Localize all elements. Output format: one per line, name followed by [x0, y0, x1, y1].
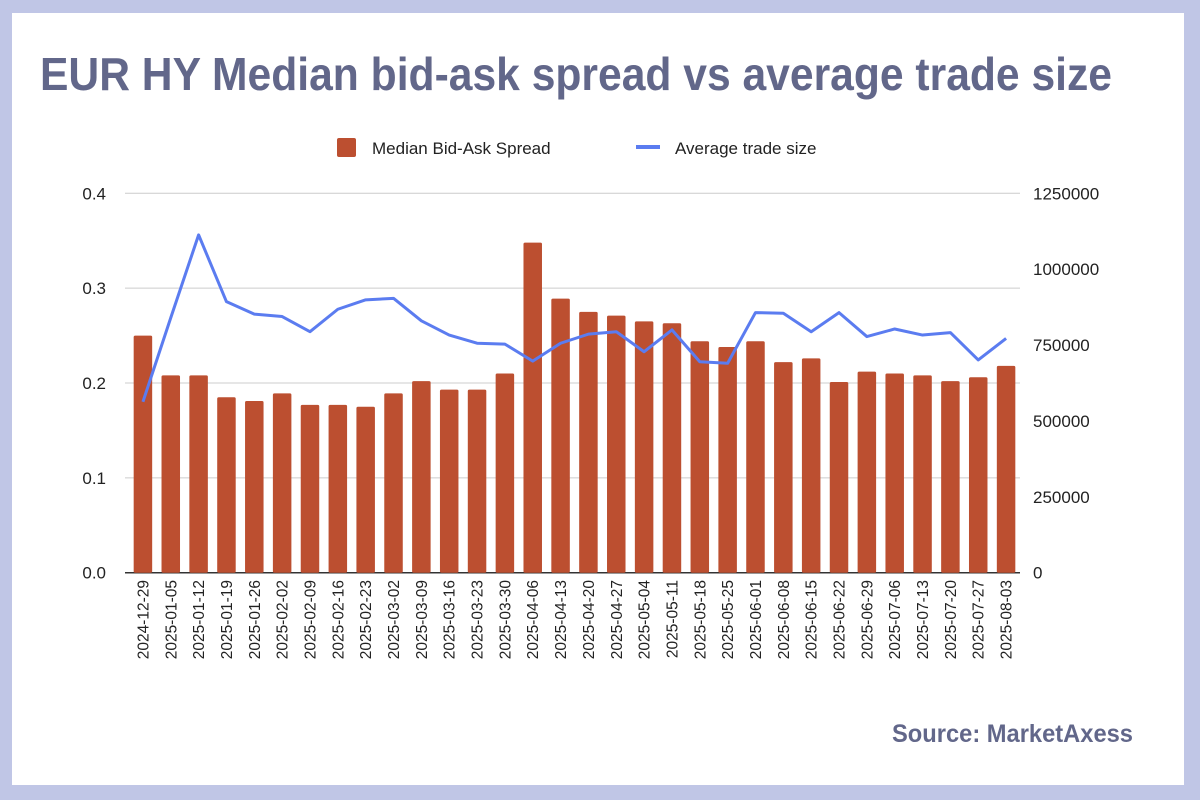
bar-2025-03-23 — [467, 389, 487, 573]
bar-2025-06-01 — [746, 341, 765, 573]
bar-2025-06-29 — [857, 371, 877, 573]
bar-2025-07-13 — [913, 375, 932, 573]
x-tick-label: 2025-06-15 — [804, 580, 821, 659]
bar-2025-08-03 — [996, 365, 1016, 573]
x-tick-label: 2025-06-29 — [859, 580, 876, 659]
bar-2025-01-12 — [189, 375, 208, 573]
legend: Median Bid-Ask Spread Average trade size — [337, 138, 816, 158]
x-tick-label: 2025-03-23 — [470, 580, 487, 659]
right-axis-tick-label: 0 — [1033, 564, 1042, 583]
x-tick-label: 2025-04-27 — [609, 580, 626, 659]
x-tick-label: 2025-03-16 — [442, 580, 459, 659]
bar-2025-03-30 — [495, 373, 515, 573]
bar-2025-06-15 — [801, 358, 821, 573]
legend-label-trade-size: Average trade size — [675, 139, 816, 158]
x-tick-label: 2025-06-08 — [776, 580, 793, 659]
source-note: Source: MarketAxess — [892, 720, 1133, 748]
bar-2025-01-26 — [245, 401, 264, 573]
bar-2025-02-02 — [272, 393, 292, 573]
x-tick-label: 2025-06-01 — [748, 580, 765, 659]
x-tick-label: 2025-05-18 — [692, 580, 709, 659]
bar-2025-02-16 — [328, 404, 348, 573]
left-axis-tick-label: 0.3 — [82, 279, 106, 298]
bar-2025-06-08 — [774, 362, 793, 573]
x-tick-label: 2025-02-09 — [302, 580, 319, 659]
left-axis-tick-label: 0.0 — [82, 564, 106, 583]
bar-2025-07-20 — [941, 381, 960, 573]
x-tick-label: 2025-03-30 — [497, 580, 514, 660]
x-tick-label: 2025-02-02 — [275, 580, 292, 659]
x-tick-label: 2025-07-13 — [915, 580, 932, 659]
x-tick-label: 2025-07-06 — [887, 580, 904, 659]
x-tick-label: 2025-01-19 — [219, 580, 236, 659]
x-tick-label: 2025-03-09 — [414, 580, 431, 659]
x-tick-label: 2025-06-22 — [832, 580, 849, 659]
x-tick-label: 2025-03-02 — [386, 580, 403, 659]
legend-label-spread: Median Bid-Ask Spread — [372, 139, 551, 158]
x-tick-label: 2025-04-13 — [553, 580, 570, 659]
x-tick-label: 2025-01-12 — [191, 580, 208, 659]
bar-2025-03-16 — [439, 389, 459, 573]
x-tick-label: 2025-05-25 — [720, 580, 737, 659]
legend-swatch-bar — [337, 138, 356, 157]
bar-2025-03-09 — [412, 381, 431, 573]
chart-title: EUR HY Median bid-ask spread vs average … — [40, 48, 1112, 100]
x-tick-label: 2024-12-29 — [135, 580, 152, 659]
right-axis-tick-label: 750000 — [1033, 336, 1090, 355]
bar-2025-04-27 — [607, 315, 626, 573]
trade-size-line — [141, 233, 1007, 403]
bar-2025-02-23 — [356, 406, 375, 573]
right-axis-tick-label: 1250000 — [1033, 184, 1099, 203]
left-axis-tick-label: 0.2 — [82, 374, 106, 393]
bar-2024-12-29 — [133, 335, 153, 573]
right-axis-tick-label: 500000 — [1033, 412, 1090, 431]
x-tick-label: 2025-04-06 — [525, 580, 542, 659]
right-axis-tick-label: 1000000 — [1033, 260, 1099, 279]
x-tick-label: 2025-02-16 — [330, 580, 347, 659]
x-tick-label: 2025-05-11 — [664, 580, 681, 658]
x-tick-label: 2025-07-27 — [971, 580, 988, 659]
bar-2025-05-11 — [662, 323, 682, 573]
x-tick-label: 2025-05-04 — [637, 580, 654, 660]
left-axis-tick-label: 0.1 — [82, 469, 106, 488]
bar-2025-04-20 — [579, 311, 598, 573]
x-tick-label: 2025-04-20 — [581, 580, 598, 660]
x-tick-label: 2025-01-05 — [163, 580, 180, 659]
x-tick-label: 2025-07-20 — [943, 580, 960, 660]
bar-2025-06-22 — [829, 382, 849, 573]
left-axis-tick-label: 0.4 — [82, 184, 106, 203]
bar-2025-05-18 — [690, 341, 710, 573]
x-tick-label: 2025-08-03 — [999, 580, 1016, 659]
bar-2025-07-06 — [885, 373, 904, 573]
bar-2025-05-25 — [718, 346, 737, 573]
bar-2025-04-13 — [551, 298, 570, 573]
right-axis-tick-label: 250000 — [1033, 488, 1090, 507]
bar-2025-01-19 — [217, 397, 236, 573]
bar-2025-05-04 — [634, 321, 654, 573]
bar-2025-07-27 — [968, 377, 988, 573]
x-tick-label: 2025-01-26 — [247, 580, 264, 659]
bar-2025-03-02 — [384, 393, 403, 573]
x-tick-label: 2025-02-23 — [358, 580, 375, 659]
bar-2025-04-06 — [523, 242, 542, 573]
bar-2025-02-09 — [300, 404, 320, 573]
bar-2025-01-05 — [161, 375, 181, 573]
legend-swatch-line — [636, 145, 660, 149]
